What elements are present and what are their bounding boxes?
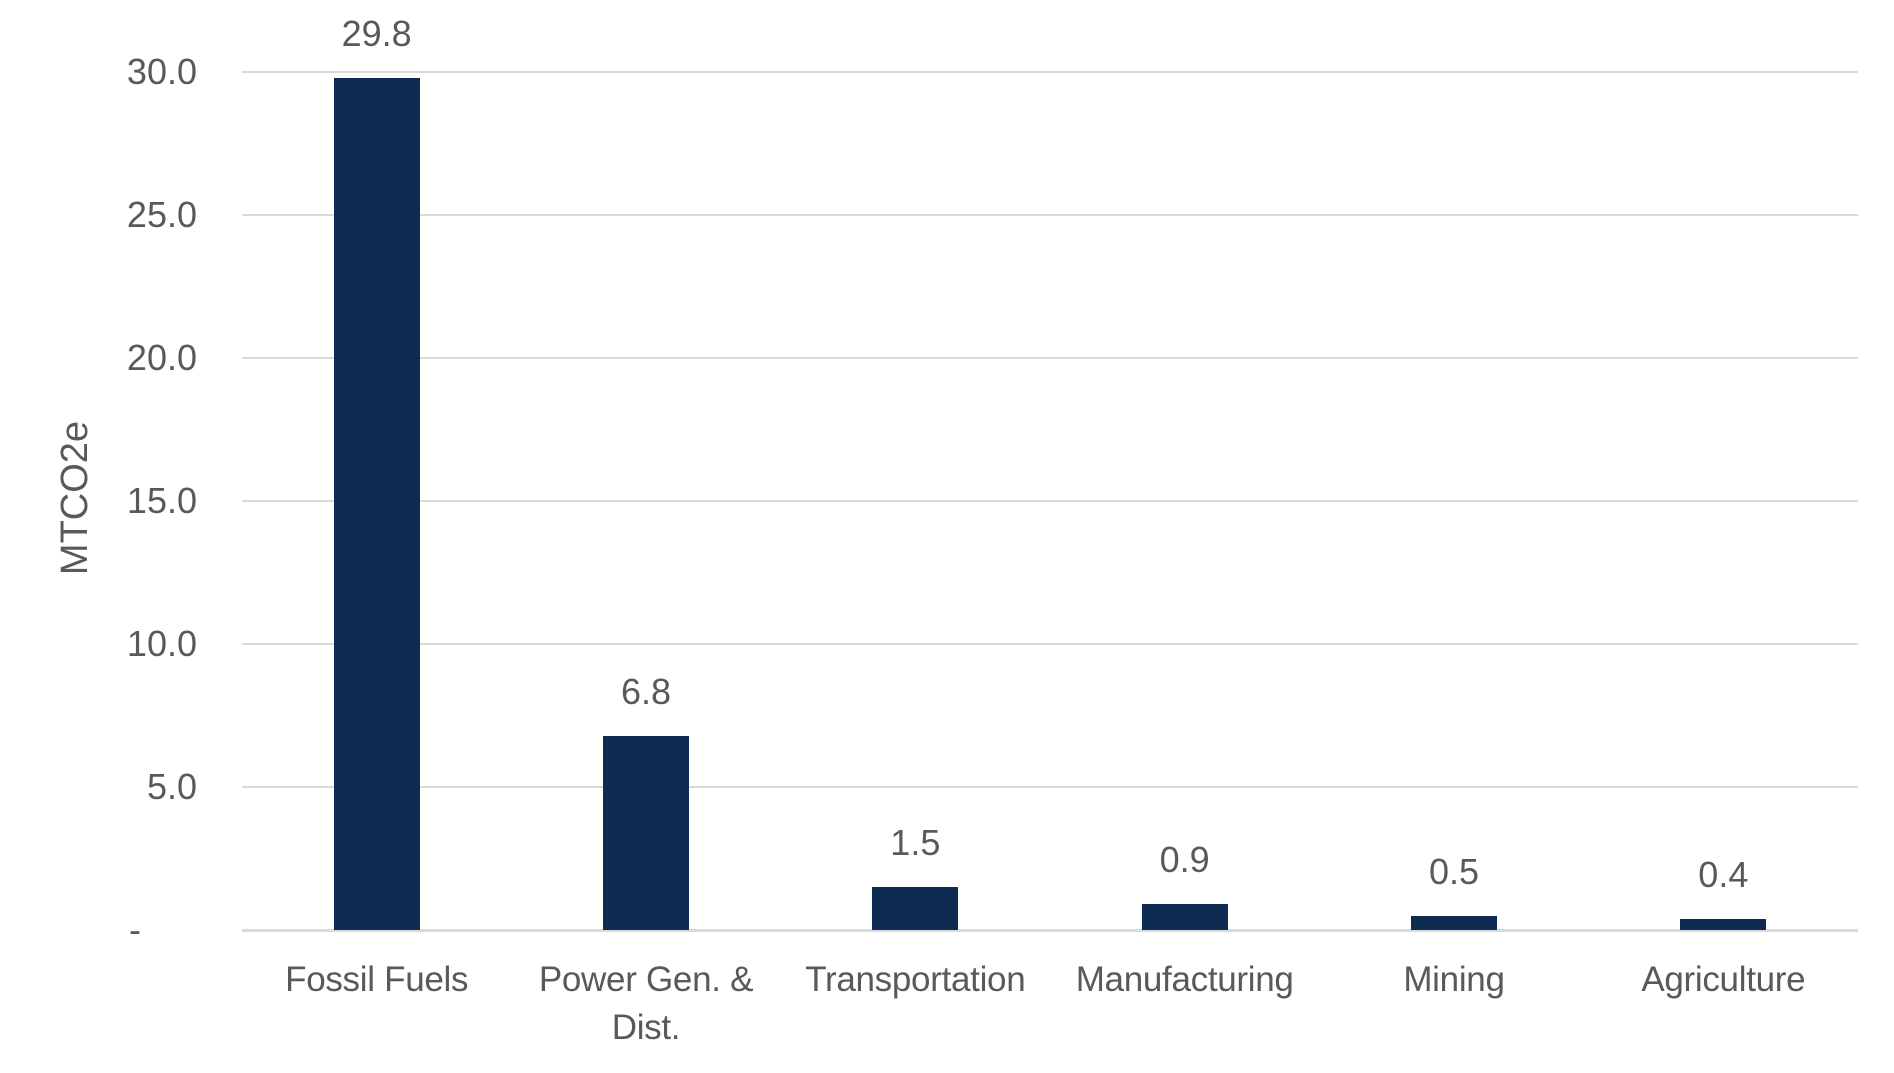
y-axis-tick-label: 15.0 (126, 480, 197, 521)
value-label-power-gen-dist: 6.8 (620, 670, 672, 712)
bar-agriculture (1680, 918, 1767, 930)
bar-power-gen-dist (603, 735, 689, 930)
y-axis-tick-label: - (129, 909, 141, 950)
value-label-transportation: 1.5 (890, 822, 941, 864)
gridline (242, 71, 1858, 73)
y-axis-tick-label: 10.0 (126, 623, 197, 664)
bar-manufacturing (1141, 904, 1228, 930)
y-axis-tick-label: 20.0 (126, 337, 197, 378)
bar-fossil-fuels (333, 77, 420, 930)
category-label-transportation: Transportation (805, 960, 1026, 999)
gridline (242, 643, 1858, 645)
x-axis-line (242, 929, 1858, 932)
value-label-agriculture: 0.4 (1698, 853, 1749, 895)
value-label-fossil-fuels: 29.8 (341, 12, 412, 54)
category-label-manufacturing: Manufacturing (1075, 960, 1294, 999)
gridline (242, 786, 1858, 788)
value-label-mining: 0.5 (1428, 850, 1480, 892)
gridline (242, 214, 1858, 216)
gridline (242, 357, 1858, 359)
category-label-agriculture: Agriculture (1641, 960, 1806, 999)
bar-mining (1411, 915, 1497, 930)
y-axis-tick-label: 30.0 (126, 51, 197, 92)
y-axis-tick-label: 25.0 (126, 194, 197, 235)
bar-transportation (872, 887, 959, 930)
gridline (242, 500, 1858, 502)
y-axis-tick-label: 5.0 (146, 766, 197, 807)
category-label-fossil-fuels: Fossil Fuels (285, 960, 469, 999)
category-label-mining: Mining (1403, 960, 1505, 999)
category-label-power-gen-dist: Power Gen. & Dist. (538, 960, 754, 1047)
value-label-manufacturing: 0.9 (1159, 839, 1210, 881)
